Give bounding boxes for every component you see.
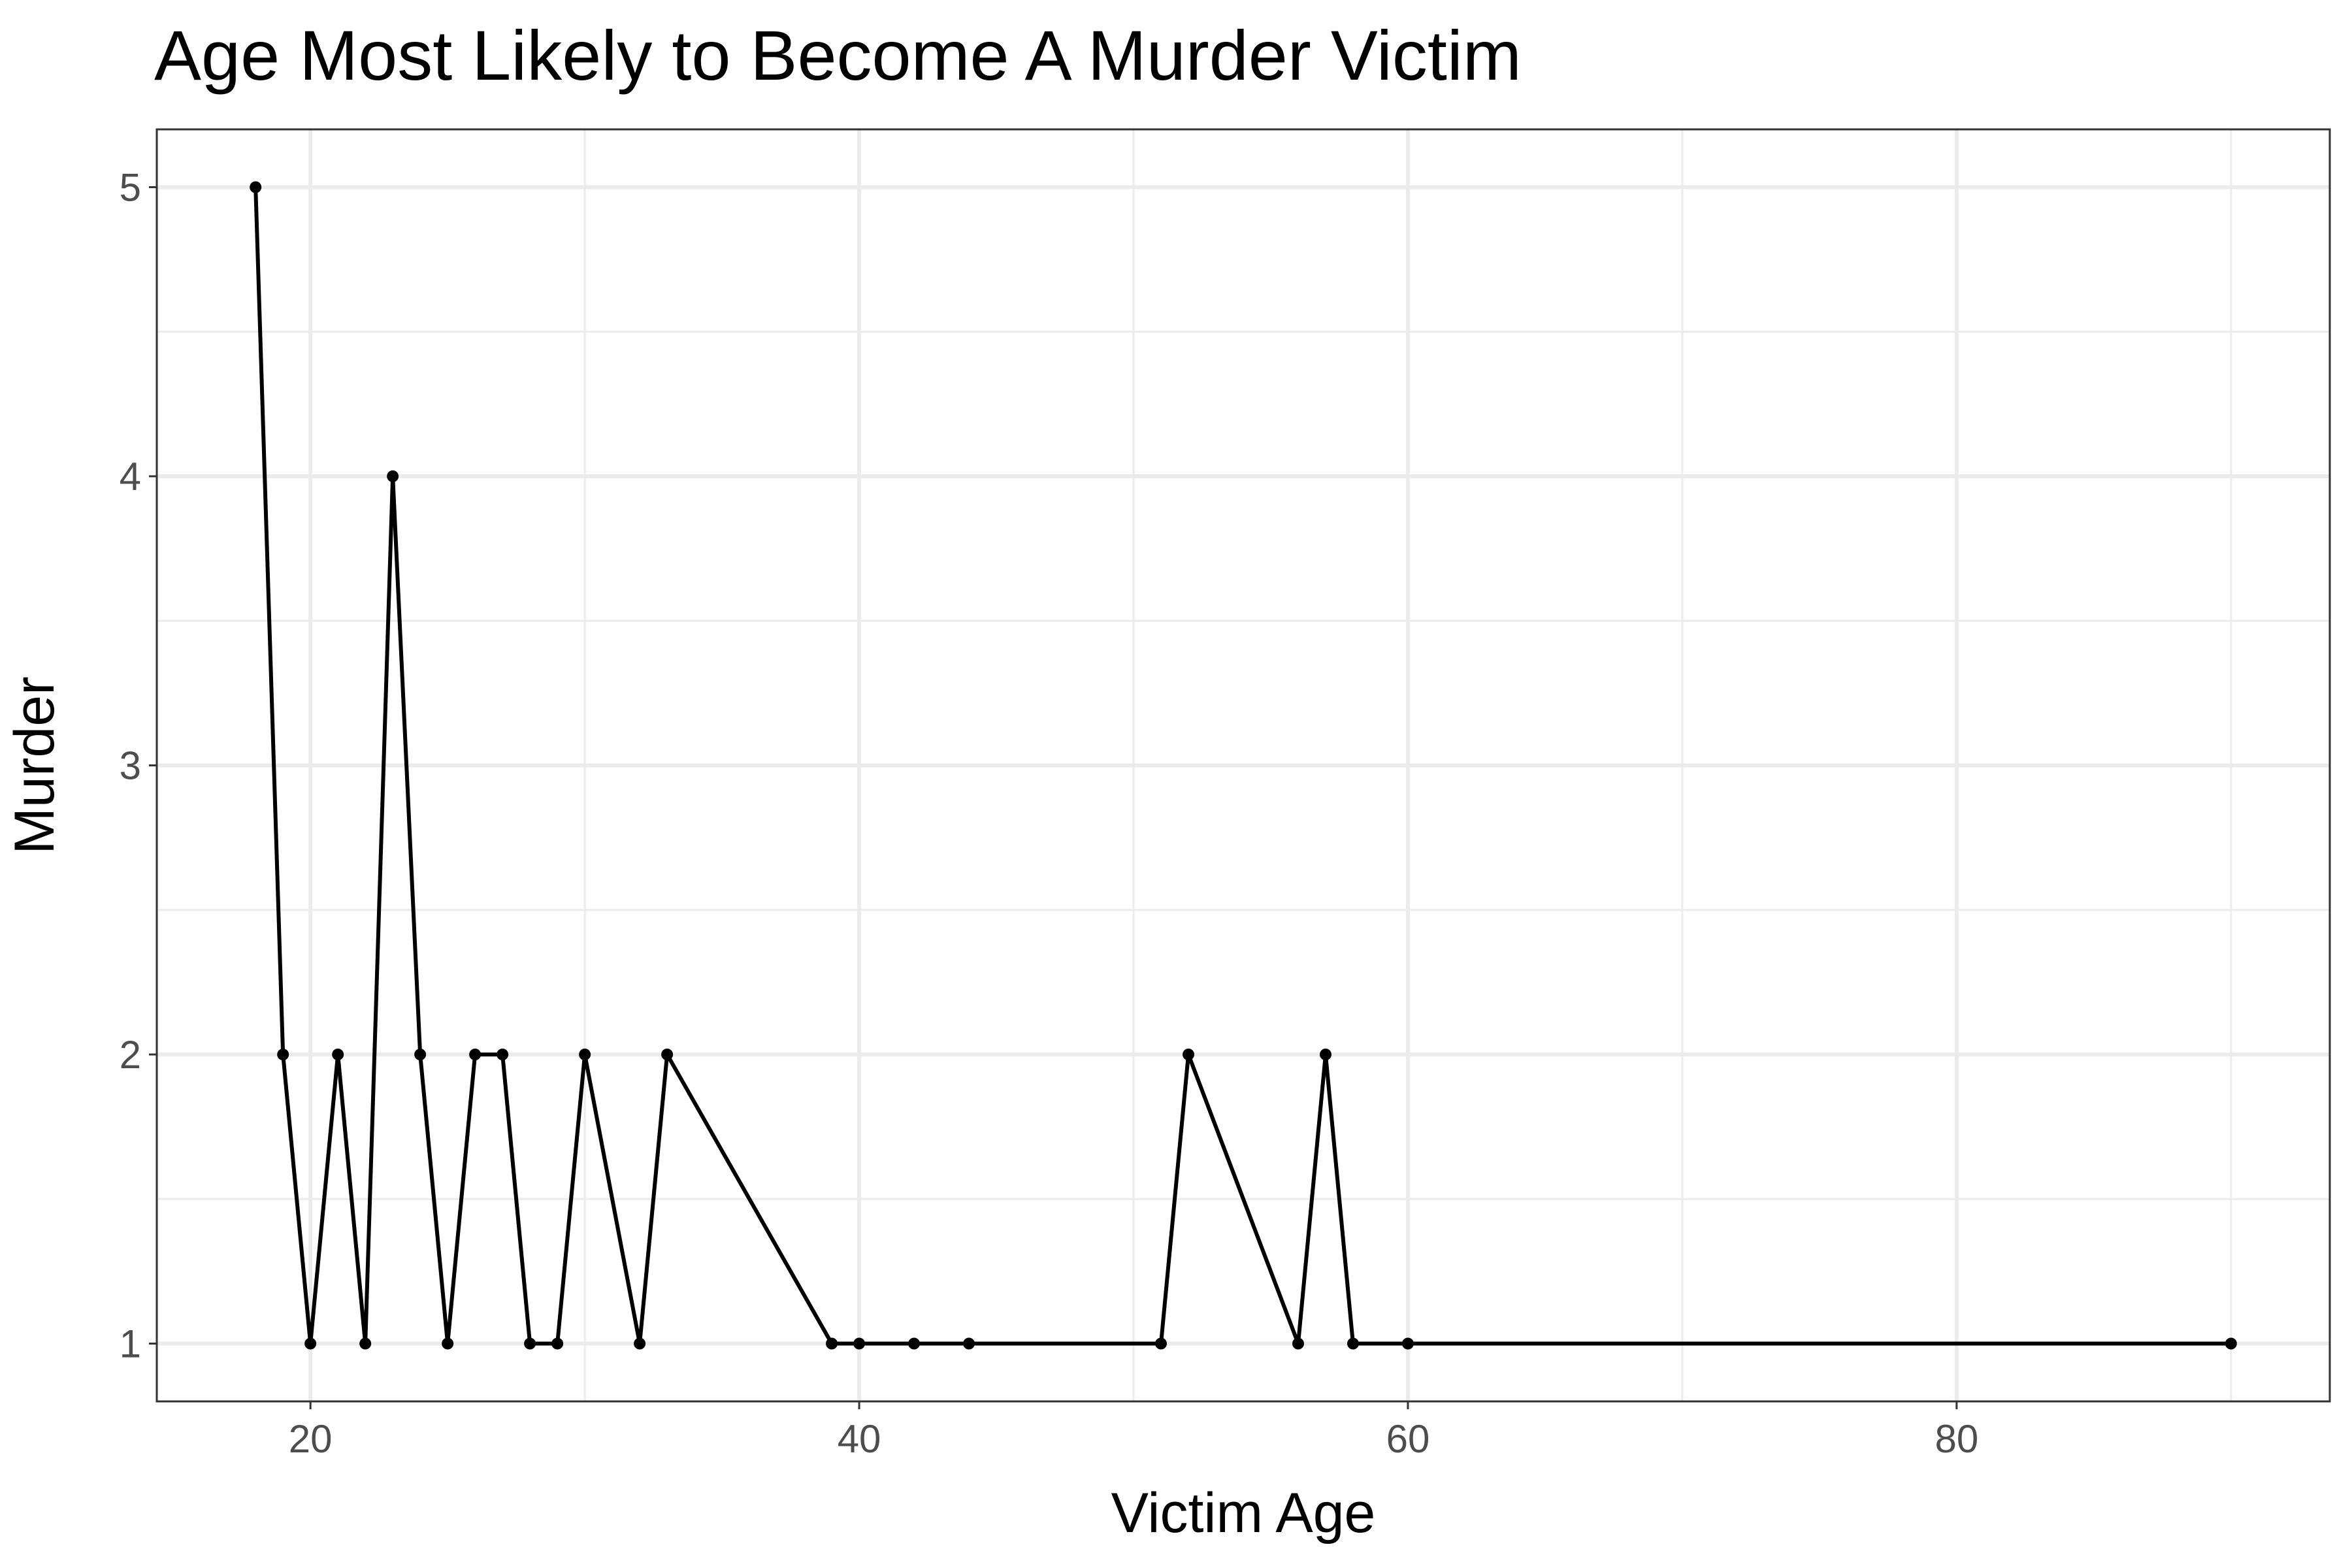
- data-point: [469, 1049, 482, 1060]
- data-point: [414, 1049, 427, 1060]
- series-line: [253, 187, 2231, 1346]
- y-tick-label: 1: [120, 1322, 141, 1366]
- y-tick-label: 3: [120, 744, 141, 788]
- data-point: [387, 470, 399, 482]
- x-tick-label: 40: [838, 1417, 881, 1461]
- chart-title: Age Most Likely to Become A Murder Victi…: [154, 16, 1522, 95]
- data-point: [497, 1049, 509, 1060]
- data-point: [277, 1049, 289, 1060]
- data-point: [2225, 1337, 2237, 1350]
- data-point: [1347, 1337, 1359, 1350]
- data-point: [826, 1337, 838, 1350]
- y-axis: 1 2 3 4 5: [120, 166, 157, 1366]
- data-point: [963, 1337, 975, 1350]
- y-tick-label: 4: [120, 455, 141, 498]
- data-point: [1183, 1049, 1195, 1060]
- major-gridlines: [157, 129, 2330, 1401]
- data-point: [442, 1337, 454, 1350]
- plot-panel: [155, 128, 2331, 1403]
- data-point: [661, 1049, 674, 1060]
- data-point: [524, 1337, 536, 1350]
- x-axis-title: Victim Age: [1111, 1482, 1376, 1544]
- x-tick-label: 60: [1386, 1417, 1430, 1461]
- data-point: [359, 1337, 372, 1350]
- x-tick-label: 20: [289, 1417, 333, 1461]
- y-axis-title: Murder: [3, 676, 66, 854]
- data-point: [1292, 1337, 1304, 1350]
- y-tick-label: 2: [120, 1033, 141, 1077]
- data-point: [579, 1049, 591, 1060]
- data-point: [1319, 1049, 1331, 1060]
- data-point: [1155, 1337, 1168, 1350]
- data-point: [853, 1337, 866, 1350]
- data-series: [250, 181, 2237, 1350]
- data-point: [634, 1337, 646, 1350]
- data-point: [1401, 1337, 1414, 1350]
- data-point: [908, 1337, 921, 1350]
- data-point: [304, 1337, 317, 1350]
- data-point: [250, 181, 262, 193]
- x-tick-label: 80: [1935, 1417, 1978, 1461]
- x-axis: 20 40 60 80: [289, 1401, 1978, 1461]
- data-point: [332, 1049, 344, 1060]
- y-tick-label: 5: [120, 166, 141, 210]
- data-point: [551, 1337, 564, 1350]
